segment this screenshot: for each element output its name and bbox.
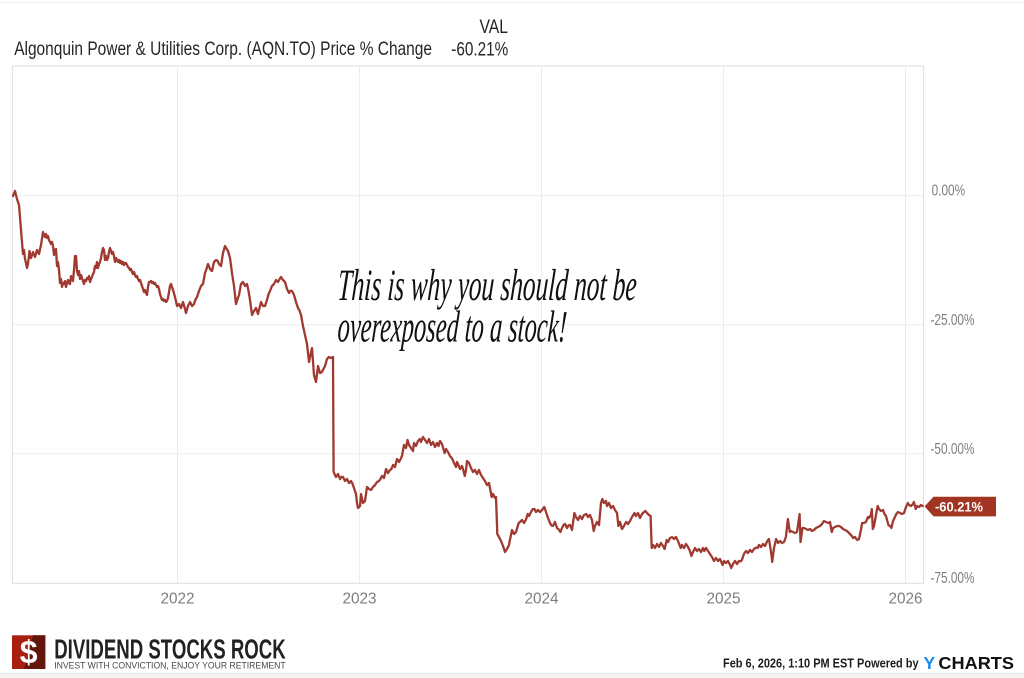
- svg-text:Feb 6, 2026, 1:10 PM EST Power: Feb 6, 2026, 1:10 PM EST Powered by: [723, 657, 919, 671]
- svg-text:CHARTS: CHARTS: [938, 653, 1014, 673]
- svg-text:-60.21%: -60.21%: [451, 38, 508, 60]
- svg-text:Algonquin Power & Utilities Co: Algonquin Power & Utilities Corp. (AQN.T…: [14, 38, 432, 60]
- svg-text:2025: 2025: [707, 590, 741, 607]
- svg-text:-60.21%: -60.21%: [935, 499, 983, 514]
- svg-text:Y: Y: [924, 653, 936, 673]
- svg-text:This is why you should not be: This is why you should not be: [336, 260, 638, 310]
- svg-text:0.00%: 0.00%: [932, 183, 966, 200]
- svg-text:-25.00%: -25.00%: [931, 312, 975, 329]
- svg-text:2022: 2022: [161, 590, 195, 607]
- svg-text:2026: 2026: [889, 590, 923, 607]
- svg-text:-75.00%: -75.00%: [931, 570, 975, 587]
- svg-text:-50.00%: -50.00%: [931, 441, 975, 458]
- svg-text:$: $: [20, 634, 38, 670]
- svg-text:overexposed to a stock!: overexposed to a stock!: [336, 302, 568, 352]
- svg-text:DIVIDEND STOCKS ROCK: DIVIDEND STOCKS ROCK: [54, 634, 286, 665]
- svg-text:INVEST WITH CONVICTION, ENJOY: INVEST WITH CONVICTION, ENJOY YOUR RETIR…: [54, 661, 286, 672]
- svg-text:2024: 2024: [525, 590, 559, 607]
- svg-text:VAL: VAL: [480, 16, 509, 38]
- svg-text:2023: 2023: [343, 590, 377, 607]
